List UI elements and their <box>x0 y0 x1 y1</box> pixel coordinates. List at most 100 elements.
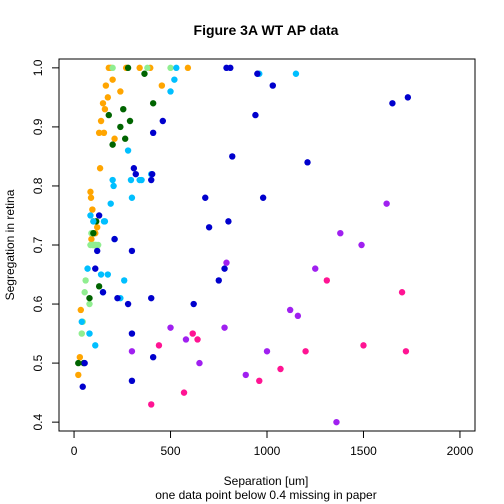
data-point <box>97 117 105 125</box>
data-point <box>323 277 331 284</box>
data-point <box>124 300 132 308</box>
y-tick-label: 0.4 <box>31 413 45 430</box>
data-point <box>184 64 192 72</box>
data-point <box>136 64 143 72</box>
data-point <box>398 289 406 296</box>
data-point <box>155 342 163 349</box>
data-point <box>87 212 94 219</box>
data-point <box>402 348 410 355</box>
data-point <box>102 82 110 89</box>
data-point <box>79 383 86 390</box>
data-point <box>286 306 294 314</box>
chart-title: Figure 3A WT AP data <box>194 22 339 38</box>
data-point <box>144 64 151 72</box>
data-point <box>109 141 116 148</box>
y-tick-label: 1.0 <box>31 59 45 76</box>
data-point <box>126 117 134 125</box>
data-point <box>101 105 109 113</box>
data-point <box>75 371 82 379</box>
plot-frame <box>58 58 476 432</box>
data-point <box>221 324 228 331</box>
data-point <box>81 289 88 296</box>
data-point <box>252 111 259 119</box>
data-point <box>358 241 365 249</box>
data-point <box>171 76 178 83</box>
data-point <box>90 218 97 225</box>
data-point <box>277 365 284 373</box>
data-point <box>242 371 249 379</box>
data-point <box>99 289 107 296</box>
y-tick-label: 0.7 <box>31 236 45 253</box>
y-tick-label: 0.5 <box>31 354 45 371</box>
data-point <box>389 100 396 107</box>
data-point <box>205 224 213 231</box>
data-point <box>333 418 340 426</box>
data-point <box>167 88 174 95</box>
data-point <box>360 342 367 349</box>
data-point <box>225 218 232 225</box>
data-point <box>127 176 135 184</box>
data-point <box>117 123 124 131</box>
data-point <box>294 312 302 320</box>
y-axis-label: Segregation in retina <box>3 189 17 300</box>
x-axis-sublabel: one data point below 0.4 missing in pape… <box>155 488 376 502</box>
data-point <box>158 82 166 89</box>
data-point <box>95 129 103 137</box>
data-point <box>104 94 112 101</box>
data-point <box>111 135 118 142</box>
data-point <box>190 300 197 308</box>
data-point <box>107 200 114 207</box>
data-point <box>109 176 116 184</box>
data-point <box>124 147 132 154</box>
data-point <box>95 212 103 219</box>
data-point <box>117 88 124 95</box>
data-point <box>269 82 276 89</box>
data-point <box>101 218 109 225</box>
y-axis: 0.4 0.5 0.6 0.7 0.8 0.9 1.0 <box>31 59 59 430</box>
data-point <box>194 336 201 343</box>
data-point <box>254 70 261 77</box>
data-point <box>128 194 136 201</box>
data-point <box>215 277 222 284</box>
data-point <box>88 235 95 243</box>
y-tick-label: 0.8 <box>31 177 45 194</box>
data-point <box>148 294 155 302</box>
data-point <box>81 359 88 367</box>
data-point <box>92 265 99 272</box>
data-point <box>114 294 121 302</box>
x-tick-label: 2000 <box>447 444 474 458</box>
data-point <box>229 153 236 160</box>
data-point <box>223 259 230 266</box>
data-point <box>148 170 156 178</box>
data-points <box>75 64 412 426</box>
data-point <box>159 117 167 125</box>
data-point <box>124 64 132 72</box>
data-point <box>120 105 127 113</box>
data-point <box>383 200 390 207</box>
data-point <box>105 111 112 119</box>
y-tick-label: 0.9 <box>31 118 45 135</box>
data-point <box>121 135 129 142</box>
data-point <box>167 324 174 331</box>
data-point <box>302 348 309 355</box>
data-point <box>109 76 116 83</box>
data-point <box>141 70 148 77</box>
data-point <box>110 182 117 190</box>
data-point <box>97 271 105 278</box>
data-point <box>148 176 155 184</box>
data-point <box>104 271 112 278</box>
data-point <box>87 188 94 196</box>
data-point <box>78 318 85 325</box>
x-tick-label: 1000 <box>254 444 281 458</box>
data-point <box>128 330 136 337</box>
data-point <box>75 359 82 367</box>
data-point <box>87 194 95 201</box>
data-point <box>227 64 234 72</box>
data-point <box>304 159 311 166</box>
data-point <box>221 265 228 272</box>
x-tick-label: 0 <box>71 444 78 458</box>
data-point <box>90 229 97 237</box>
data-point <box>100 129 108 137</box>
data-point <box>92 342 99 349</box>
